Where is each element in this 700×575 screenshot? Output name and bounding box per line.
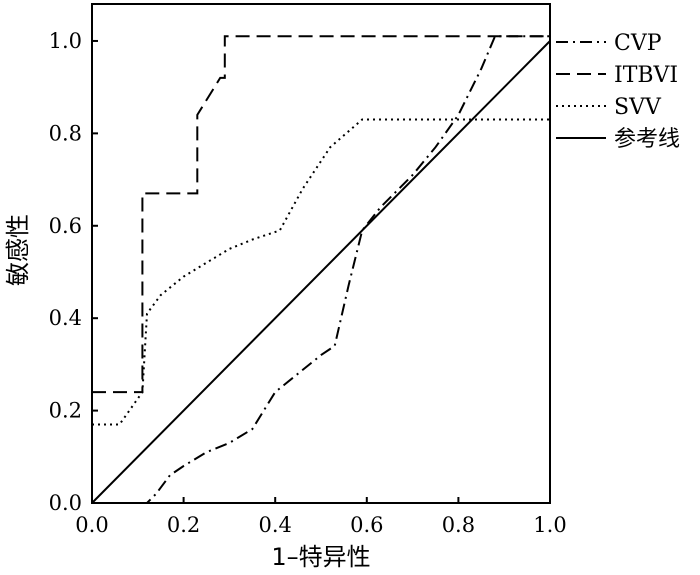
y-tick-label: 0.4 (49, 306, 82, 330)
x-axis-ticks: 0.0 0.2 0.4 0.6 0.8 1.0 (75, 497, 567, 537)
y-tick-label: 0.0 (49, 491, 82, 515)
legend-label-1: ITBVI (614, 63, 678, 88)
legend: CVP ITBVI SVV 参考线 (556, 31, 680, 152)
x-tick-label: 0.2 (167, 513, 200, 537)
y-tick-label: 0.6 (49, 214, 82, 238)
y-tick-label: 0.8 (49, 121, 82, 145)
x-tick-label: 0.8 (442, 513, 475, 537)
y-tick-label: 1.0 (49, 29, 82, 53)
x-tick-label: 0.4 (258, 513, 291, 537)
series-line-1 (92, 35, 550, 394)
series-line-0 (92, 35, 550, 504)
x-tick-label: 0.6 (350, 513, 383, 537)
series-line-2 (92, 118, 550, 426)
x-axis-label: 1–特异性 (271, 543, 370, 571)
plot-frame (91, 3, 551, 504)
legend-label-2: SVV (614, 95, 662, 120)
x-tick-label: 0.0 (75, 513, 108, 537)
y-axis-label: 敏感性 (4, 214, 32, 286)
series-line-3 (91, 40, 551, 504)
plot-border (91, 3, 551, 504)
x-tick-label: 1.0 (533, 513, 566, 537)
legend-label-0: CVP (614, 31, 662, 56)
roc-curves (91, 35, 551, 504)
legend-label-3: 参考线 (614, 127, 680, 152)
y-axis-ticks: 0.0 0.2 0.4 0.6 0.8 1.0 (49, 29, 98, 515)
y-tick-label: 0.2 (49, 399, 82, 423)
